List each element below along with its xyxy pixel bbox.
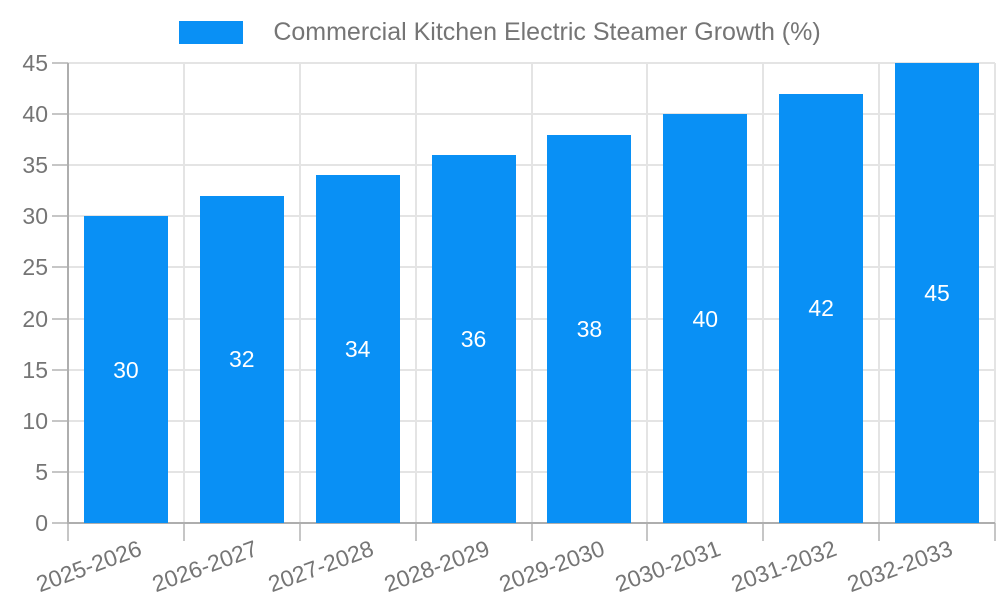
legend-item[interactable]: Commercial Kitchen Electric Steamer Grow…: [179, 18, 821, 46]
bar[interactable]: [779, 93, 864, 523]
legend-label: Commercial Kitchen Electric Steamer Grow…: [273, 18, 821, 46]
x-axis-line: [67, 522, 995, 524]
y-axis-tick-label: 40: [22, 101, 48, 128]
bar-value-label: 40: [692, 305, 719, 332]
y-axis-tick: [52, 368, 68, 371]
x-axis-tick: [298, 523, 301, 541]
x-axis-tick: [182, 523, 185, 541]
bar-value-label: 38: [576, 315, 603, 342]
y-axis-tick-label: 5: [35, 458, 48, 485]
v-gridline: [414, 63, 417, 523]
v-gridline: [994, 63, 996, 523]
y-axis-tick-label: 10: [22, 407, 48, 434]
y-axis-tick: [52, 62, 68, 64]
bar-value-label: 42: [808, 295, 834, 322]
y-axis-tick: [52, 419, 68, 422]
x-axis-tick: [878, 523, 881, 541]
x-axis-tick-label: 2031-2032: [727, 535, 841, 598]
bar[interactable]: [547, 134, 632, 523]
y-axis-tick-label: 15: [22, 356, 48, 383]
y-axis-tick-label: 0: [35, 510, 48, 536]
y-axis-tick: [52, 215, 68, 218]
bar-value-label: 36: [460, 326, 487, 352]
bar-value-label: 34: [344, 336, 371, 363]
x-axis-tick: [530, 523, 533, 541]
x-axis-tick: [646, 523, 649, 541]
legend-color-swatch: [179, 21, 244, 44]
bar[interactable]: [431, 155, 516, 523]
y-axis-tick: [52, 317, 68, 320]
y-axis-tick: [52, 164, 68, 167]
y-axis-tick-label: 35: [22, 152, 48, 179]
bar[interactable]: [315, 175, 400, 523]
v-gridline: [298, 63, 301, 523]
bar[interactable]: [83, 216, 168, 523]
y-axis-tick: [52, 266, 68, 269]
v-gridline: [530, 63, 533, 523]
y-axis-tick: [52, 113, 68, 116]
bar[interactable]: [895, 63, 980, 523]
chart-legend: Commercial Kitchen Electric Steamer Grow…: [0, 20, 1000, 45]
x-axis-tick: [414, 523, 417, 541]
bar[interactable]: [663, 114, 748, 523]
x-axis-tick-label: 2026-2027: [148, 535, 261, 598]
v-gridline: [646, 63, 649, 523]
x-axis-tick-label: 2027-2028: [264, 535, 377, 598]
y-axis-tick-label: 25: [22, 254, 48, 281]
v-gridline: [762, 63, 765, 523]
y-axis-tick-label: 30: [22, 203, 48, 230]
bar[interactable]: [199, 195, 284, 523]
x-axis-tick-label: 2032-2033: [843, 535, 956, 598]
y-axis-tick-label: 45: [22, 50, 48, 76]
v-gridline: [182, 63, 185, 523]
y-axis-tick-label: 20: [22, 305, 48, 332]
v-gridline: [878, 63, 881, 523]
x-axis-tick-label: 2025-2026: [32, 535, 145, 598]
y-axis-tick: [52, 522, 68, 524]
y-axis-tick: [52, 470, 68, 473]
x-axis-tick: [762, 523, 765, 541]
x-axis-tick: [994, 523, 996, 541]
x-axis-tick: [67, 523, 69, 541]
bar-value-label: 45: [924, 280, 950, 306]
y-axis-line: [67, 63, 69, 523]
x-axis-tick-label: 2029-2030: [496, 535, 609, 598]
x-axis-tick-label: 2028-2029: [380, 535, 493, 598]
bar-value-label: 32: [229, 346, 255, 373]
bar-value-label: 30: [113, 356, 139, 383]
x-axis-tick-label: 2030-2031: [611, 535, 725, 598]
